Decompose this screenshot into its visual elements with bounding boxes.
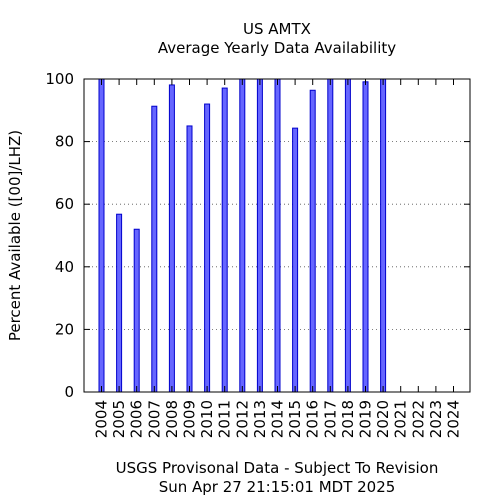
x-tick-label: 2004 [93,400,111,438]
bar-2013 [256,78,263,393]
x-tick-label: 2014 [269,400,287,438]
x-tick-label: 2021 [392,400,410,438]
bar-2010 [204,103,211,393]
x-tick-label: 2022 [409,400,427,438]
x-tick-label: 2005 [110,400,128,438]
bar-2020 [380,78,387,393]
chart-subtitle: Average Yearly Data Availability [158,39,396,57]
x-tick-label: 2006 [128,400,146,438]
bar-2011 [221,87,228,393]
bar-2014 [274,78,281,393]
bar-2007 [151,105,158,393]
x-tick-label: 2009 [181,400,199,438]
x-tick-label: 2013 [251,400,269,438]
bar-2004 [98,78,105,393]
bar-2005 [116,213,123,393]
y-axis-label: Percent Available ([00]/LHZ) [6,130,24,341]
y-tick-label: 20 [55,320,74,338]
y-tick-label: 0 [64,383,74,401]
bar-2006 [133,228,140,393]
x-tick-label: 2024 [445,400,463,438]
bar-2016 [309,89,316,393]
x-ticks: 2004 2005 2006 2007 2008 2009 2010 2011 2012 2013… [93,79,463,438]
y-tick-label: 40 [55,258,74,276]
y-tick-label: 80 [55,133,74,151]
x-tick-label: 2010 [198,400,216,438]
footer-line-2: Sun Apr 27 21:15:01 MDT 2025 [159,478,396,496]
chart-title: US AMTX [243,20,311,38]
x-tick-label: 2016 [304,400,322,438]
bar-2017 [327,78,334,393]
bars [98,78,387,393]
bar-2012 [239,78,246,393]
x-tick-label: 2007 [145,400,163,438]
y-ticks: 0 20 40 60 80 100 [45,70,470,401]
x-tick-label: 2012 [233,400,251,438]
x-tick-label: 2011 [216,400,234,438]
bar-2009 [186,125,193,393]
bar-2019 [362,81,369,393]
x-tick-label: 2017 [321,400,339,438]
bar-2015 [292,127,299,393]
x-tick-label: 2023 [427,400,445,438]
bar-2008 [168,84,175,393]
x-tick-label: 2015 [286,400,304,438]
y-tick-label: 60 [55,195,74,213]
y-tick-label: 100 [45,70,74,88]
footer-line-1: USGS Provisonal Data - Subject To Revisi… [116,459,439,477]
x-tick-label: 2008 [163,400,181,438]
x-tick-label: 2019 [357,400,375,438]
x-tick-label: 2020 [374,400,392,438]
bar-2018 [344,78,351,393]
x-tick-label: 2018 [339,400,357,438]
